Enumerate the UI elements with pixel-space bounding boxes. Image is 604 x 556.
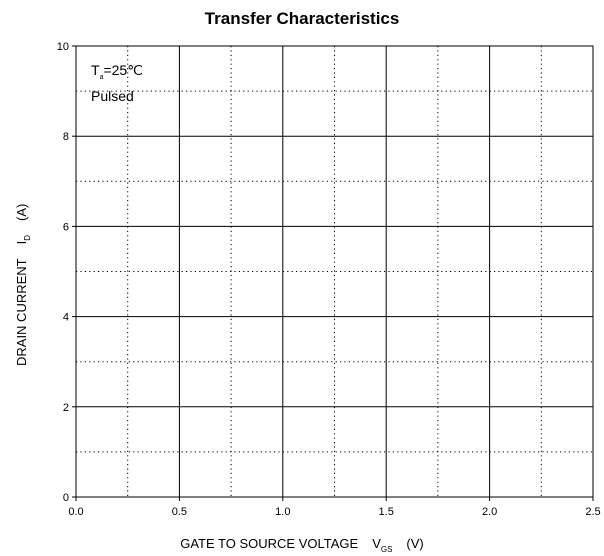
x-tick-label: 1.5 — [379, 506, 394, 518]
plot-frame — [75, 45, 594, 498]
temperature-annotation: Ta=25℃ — [91, 59, 143, 85]
y-tick-label: 6 — [63, 221, 69, 233]
y-axis-label: DRAIN CURRENT ID (A) — [14, 203, 32, 366]
x-tick-label: 2.5 — [585, 506, 600, 518]
x-axis-symbol: V — [372, 536, 381, 551]
y-axis-subscript: D — [23, 234, 32, 241]
temp-symbol: T — [91, 62, 100, 78]
x-tick-label: 2.0 — [482, 506, 497, 518]
x-tick-labels: 0.0 0.5 1.0 1.5 2.0 2.5 — [68, 506, 600, 518]
y-axis-symbol: I — [14, 240, 29, 245]
x-tick-label: 0.5 — [172, 506, 187, 518]
x-tick-label: 0.0 — [68, 506, 83, 518]
chart-title: Transfer Characteristics — [204, 9, 400, 28]
y-tick-label: 4 — [63, 312, 69, 324]
major-grid — [76, 46, 593, 497]
y-tick-label: 10 — [57, 41, 69, 53]
x-axis-label-text: GATE TO SOURCE VOLTAGE — [180, 536, 359, 551]
y-axis-label-text: DRAIN CURRENT — [14, 258, 29, 366]
x-tick-label: 1.0 — [275, 506, 290, 518]
x-axis-unit: (V) — [406, 536, 424, 551]
mode-annotation: Pulsed — [91, 88, 134, 104]
temp-value: =25℃ — [103, 62, 143, 78]
y-tick-label: 2 — [63, 402, 69, 414]
minor-grid — [76, 46, 593, 497]
y-tick-labels: 0 2 4 6 8 10 — [57, 41, 69, 504]
temp-subscript: a — [99, 74, 104, 81]
y-tick-label: 0 — [63, 492, 69, 504]
y-tick-label: 8 — [63, 131, 69, 143]
annotation-box: Ta=25℃ Pulsed — [91, 59, 143, 107]
x-axis-label: GATE TO SOURCE VOLTAGE VGS (V) — [0, 536, 604, 554]
y-axis-unit: (A) — [14, 203, 29, 221]
x-axis-subscript: GS — [380, 545, 393, 554]
axis-ticks — [72, 45, 594, 501]
